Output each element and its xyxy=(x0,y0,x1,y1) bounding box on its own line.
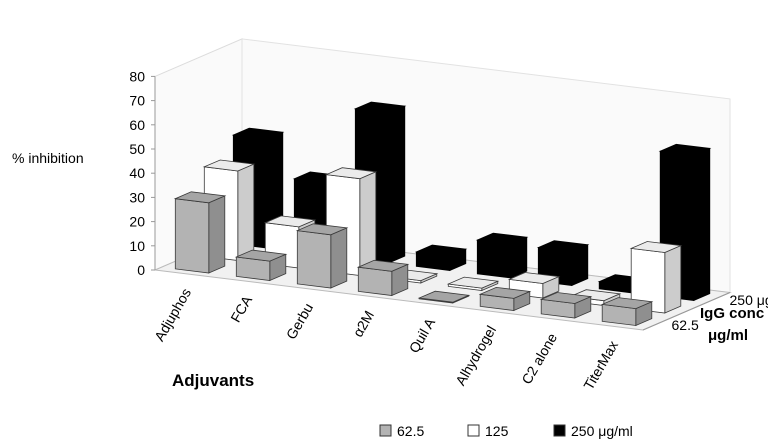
legend-label: 62.5 xyxy=(397,423,424,439)
bar-front xyxy=(358,267,392,295)
bar-side xyxy=(665,246,681,313)
bar-front xyxy=(477,240,511,278)
x-tick-label: C2 alone xyxy=(518,330,560,387)
depth-axis-label-line2: μg/ml xyxy=(708,327,748,344)
y-tick-label: 50 xyxy=(129,141,145,157)
bar xyxy=(480,287,530,310)
bar xyxy=(477,233,527,278)
bar-front xyxy=(175,199,209,273)
x-tick-label: FCA xyxy=(227,292,255,325)
depth-tick-label: 62.5 xyxy=(672,317,699,333)
bar-side xyxy=(209,196,225,273)
y-tick-label: 80 xyxy=(129,68,145,84)
x-tick-label: Adjuphos xyxy=(151,285,194,344)
legend-label: 125 xyxy=(485,423,509,439)
bar-side xyxy=(389,106,405,263)
y-tick-label: 20 xyxy=(129,214,145,230)
x-tick-label: Alhydrogel xyxy=(452,323,499,388)
bar xyxy=(358,260,408,295)
legend-label: 250 μg/ml xyxy=(571,423,633,439)
y-tick-label: 60 xyxy=(129,117,145,133)
y-tick-label: 0 xyxy=(137,262,145,278)
bar xyxy=(602,298,652,326)
x-axis-label: Adjuvants xyxy=(172,371,254,390)
x-tick-label: TiterMax xyxy=(580,338,621,393)
depth-axis-label-line1: IgG conc xyxy=(700,305,764,322)
x-tick-label: Quil A xyxy=(406,315,439,356)
y-axis-ticks: 0 10 20 30 40 50 60 70 80 xyxy=(129,68,155,278)
bar xyxy=(175,192,225,273)
bar-side xyxy=(331,228,347,288)
y-tick-label: 10 xyxy=(129,238,145,254)
legend-swatch xyxy=(380,425,391,436)
legend: 62.5 125 250 μg/ml xyxy=(380,423,633,439)
bar-side xyxy=(360,172,376,276)
x-tick-label: α2M xyxy=(349,308,377,340)
y-axis-label: % inhibition xyxy=(12,150,84,166)
y-tick-label: 70 xyxy=(129,93,145,109)
bar-front xyxy=(297,231,331,288)
y-tick-label: 30 xyxy=(129,189,145,205)
bar xyxy=(541,293,591,319)
bar xyxy=(236,250,285,280)
x-tick-label: Gerbu xyxy=(283,300,316,342)
bar xyxy=(416,245,466,271)
y-tick-label: 40 xyxy=(129,165,145,181)
legend-swatch xyxy=(554,425,565,436)
bar-side xyxy=(238,164,254,260)
bar xyxy=(297,224,347,288)
legend-swatch xyxy=(468,425,479,436)
bar-side xyxy=(694,148,710,300)
